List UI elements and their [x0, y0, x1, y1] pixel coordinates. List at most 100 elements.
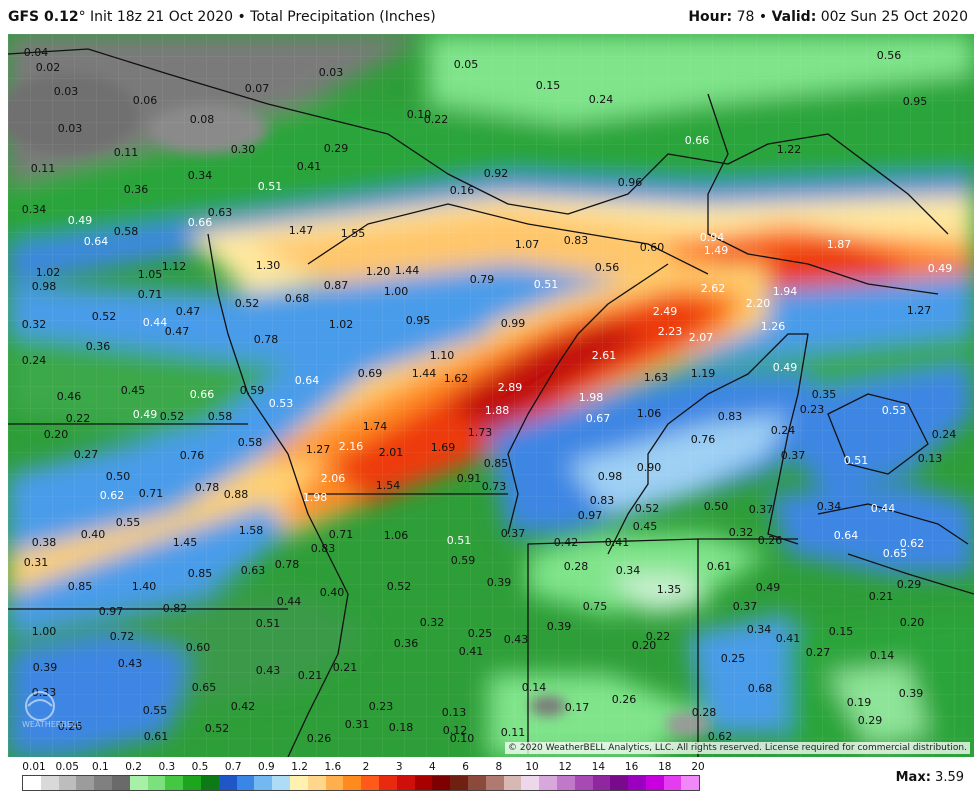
- legend-tick-label: 1.2: [291, 761, 308, 773]
- precip-value-label: 0.27: [806, 646, 831, 659]
- precip-value-label: 0.29: [324, 142, 349, 155]
- precip-value-label: 2.62: [701, 282, 726, 295]
- precip-value-label: 0.27: [74, 448, 99, 461]
- precip-value-label: 0.22: [66, 412, 91, 425]
- precip-value-label: 0.62: [100, 489, 125, 502]
- precip-value-label: 0.88: [224, 488, 249, 501]
- precip-value-label: 1.00: [32, 625, 57, 638]
- precip-value-label: 0.13: [442, 706, 467, 719]
- precip-value-label: 0.16: [450, 184, 475, 197]
- precip-value-label: 2.01: [379, 446, 404, 459]
- precip-value-label: 0.50: [106, 470, 131, 483]
- legend-swatch: [23, 776, 41, 790]
- precip-value-label: 0.26: [307, 732, 332, 745]
- precip-value-label: 0.07: [245, 82, 270, 95]
- precip-value-label: 0.52: [205, 722, 230, 735]
- precip-value-label: 0.76: [180, 449, 205, 462]
- precip-value-label: 0.66: [188, 216, 213, 229]
- precip-value-label: 0.31: [24, 556, 49, 569]
- legend-tick-label: 0.05: [55, 761, 79, 773]
- legend-tick-label: 0.1: [92, 761, 109, 773]
- precip-value-label: 0.34: [188, 169, 213, 182]
- precip-value-label: 0.83: [590, 494, 615, 507]
- precip-value-label: 0.66: [685, 134, 710, 147]
- precip-value-label: 0.97: [578, 509, 603, 522]
- legend-swatch: [574, 776, 593, 790]
- precip-value-label: 0.62: [900, 537, 925, 550]
- precip-value-label: 0.36: [124, 183, 149, 196]
- legend-swatch: [183, 776, 201, 790]
- precip-value-label: 1.02: [329, 318, 354, 331]
- precip-value-label: 0.38: [32, 536, 57, 549]
- precip-value-label: 0.82: [163, 602, 188, 615]
- precip-value-label: 0.69: [358, 367, 383, 380]
- precip-value-label: 1.44: [395, 264, 420, 277]
- precip-value-label: 0.30: [231, 143, 256, 156]
- precip-value-label: 0.14: [870, 649, 895, 662]
- legend-swatch: [467, 776, 486, 790]
- legend-tick-label: 14: [591, 761, 606, 773]
- init-description: Init 18z 21 Oct 2020 • Total Precipitati…: [85, 9, 436, 25]
- precip-value-label: 0.83: [311, 542, 336, 555]
- precip-value-label: 0.52: [635, 502, 660, 515]
- precip-value-label: 0.25: [721, 652, 746, 665]
- hour-value: 78 •: [732, 9, 772, 25]
- precip-value-label: 0.47: [165, 325, 190, 338]
- precip-value-label: 1.20: [366, 265, 391, 278]
- precip-value-label: 0.24: [22, 354, 47, 367]
- precip-value-label: 0.20: [44, 428, 69, 441]
- precip-value-label: 1.49: [704, 244, 729, 257]
- precip-value-label: 1.94: [773, 285, 798, 298]
- weatherbell-logo: WEATHERBELL: [22, 691, 81, 729]
- precip-value-label: 0.34: [747, 623, 772, 636]
- precip-value-label: 0.41: [297, 160, 322, 173]
- precip-value-label: 0.29: [858, 714, 883, 727]
- precip-value-label: 0.29: [897, 578, 922, 591]
- precip-value-label: 0.58: [238, 436, 263, 449]
- precip-value-label: 0.26: [612, 693, 637, 706]
- precip-value-label: 0.42: [231, 700, 256, 713]
- legend-tick-label: 8: [495, 761, 503, 773]
- precip-value-label: 0.61: [707, 560, 732, 573]
- precip-value-label: 0.39: [487, 576, 512, 589]
- legend-swatch: [539, 776, 557, 790]
- precip-value-label: 0.10: [407, 108, 432, 121]
- precip-value-label: 0.34: [616, 564, 641, 577]
- precip-value-label: 0.78: [275, 558, 300, 571]
- precip-value-label: 0.37: [733, 600, 758, 613]
- precip-value-label: 2.07: [689, 331, 714, 344]
- precip-value-label: 0.50: [704, 500, 729, 513]
- precip-value-label: 0.52: [387, 580, 412, 593]
- precip-value-label: 0.63: [208, 206, 233, 219]
- precip-value-label: 1.69: [431, 441, 456, 454]
- precip-value-label: 0.11: [501, 726, 526, 739]
- legend-tick-label: 1.6: [324, 761, 342, 773]
- precip-value-label: 0.98: [598, 470, 623, 483]
- precip-value-label: 0.11: [31, 162, 56, 175]
- precip-value-label: 0.64: [834, 529, 859, 542]
- legend-swatch: [147, 776, 166, 790]
- legend-swatch: [254, 776, 273, 790]
- legend-swatch: [361, 776, 379, 790]
- legend-swatch: [236, 776, 255, 790]
- precip-value-label: 1.58: [239, 524, 264, 537]
- precip-value-label: 0.62: [708, 730, 733, 743]
- precip-value-label: 0.85: [68, 580, 93, 593]
- precip-value-label: 1.62: [444, 372, 469, 385]
- value-labels: 0.04 0.02 0.03 0.06 0.08 0.03 0.07 0.03 0.05 0.15…: [22, 46, 957, 745]
- max-number: 3.59: [930, 770, 964, 785]
- precip-value-label: 0.60: [186, 641, 211, 654]
- precip-value-label: 0.13: [918, 452, 943, 465]
- legend-swatch: [58, 776, 77, 790]
- legend-swatch: [610, 776, 629, 790]
- precip-value-label: 0.40: [81, 528, 106, 541]
- precip-value-label: 0.99: [501, 317, 526, 330]
- precip-value-label: 0.98: [32, 280, 57, 293]
- precip-value-label: 0.20: [900, 616, 925, 629]
- legend-swatch: [503, 776, 522, 790]
- legend-colorbar: [22, 775, 700, 791]
- legend-swatch: [343, 776, 362, 790]
- precip-value-label: 0.47: [176, 305, 201, 318]
- precip-value-label: 0.36: [86, 340, 111, 353]
- precip-value-label: 1.27: [306, 443, 331, 456]
